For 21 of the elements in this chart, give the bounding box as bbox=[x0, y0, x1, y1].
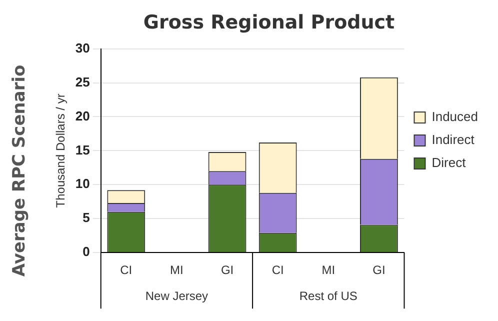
x-tick-label: CI bbox=[272, 263, 284, 278]
y-tick-label: 5 bbox=[82, 210, 90, 226]
y-tick-label: 0 bbox=[82, 244, 90, 260]
x-tick-label: GI bbox=[372, 263, 386, 278]
y-tick-label: 20 bbox=[75, 108, 90, 124]
text: Rest of US bbox=[299, 288, 358, 303]
text: New Jersey bbox=[145, 288, 208, 303]
x-tick-label: MI bbox=[322, 263, 336, 278]
y-tick-label: 10 bbox=[75, 176, 90, 192]
legend-label: Indirect bbox=[432, 132, 475, 148]
text: Average RPC Scenario bbox=[9, 64, 30, 277]
x-tick-label: GI bbox=[220, 263, 234, 278]
chart-title: Gross Regional Product bbox=[143, 11, 395, 34]
legend-label: Direct bbox=[432, 155, 466, 170]
legend-label: Induced bbox=[432, 109, 478, 124]
x-tick-label: CI bbox=[120, 263, 132, 278]
y-axis-title: Thousand Dollars / yr bbox=[54, 94, 68, 208]
y-tick-label: 25 bbox=[75, 74, 90, 90]
x-tick-label: MI bbox=[170, 263, 184, 278]
y-tick-label: 15 bbox=[75, 142, 90, 158]
y-tick-label: 30 bbox=[75, 40, 90, 56]
